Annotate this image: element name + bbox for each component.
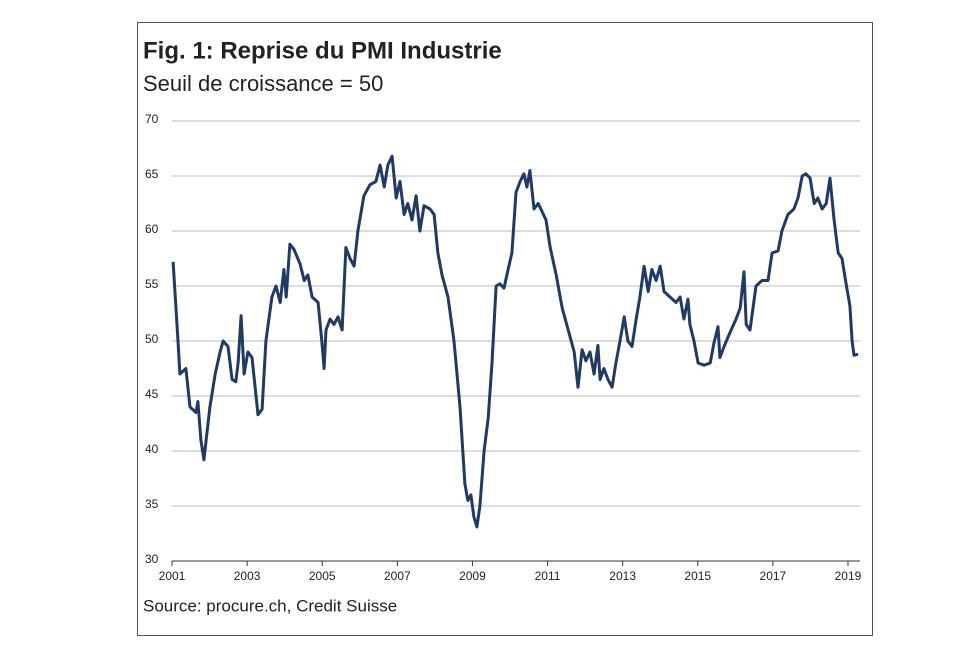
y-tick-label: 60 <box>145 222 159 236</box>
chart-title: Fig. 1: Reprise du PMI Industrie <box>143 37 502 64</box>
x-tick-label: 2007 <box>384 569 411 583</box>
x-tick-label: 2019 <box>835 569 862 583</box>
y-tick-label: 40 <box>145 442 159 456</box>
x-tick-label: 2005 <box>309 569 336 583</box>
x-tick-label: 2003 <box>234 569 261 583</box>
x-tick-label: 2015 <box>684 569 711 583</box>
y-tick-label: 70 <box>145 112 159 126</box>
y-tick-label: 45 <box>145 387 159 401</box>
y-tick-label: 55 <box>145 277 159 291</box>
y-tick-label: 30 <box>145 552 159 566</box>
y-tick-label: 35 <box>145 497 159 511</box>
x-tick-label: 2001 <box>159 569 186 583</box>
x-tick-label: 2017 <box>760 569 787 583</box>
source: Source: procure.ch, Credit Suisse <box>143 596 397 615</box>
y-tick-label: 50 <box>145 332 159 346</box>
pmi-line <box>171 154 859 529</box>
x-tick-label: 2011 <box>535 569 561 583</box>
x-tick-label: 2009 <box>459 569 486 583</box>
frame <box>137 22 873 636</box>
chart-subtitle: Seuil de croissance = 50 <box>143 71 383 96</box>
y-tick-label: 65 <box>145 167 159 181</box>
x-tick-label: 2013 <box>609 569 636 583</box>
